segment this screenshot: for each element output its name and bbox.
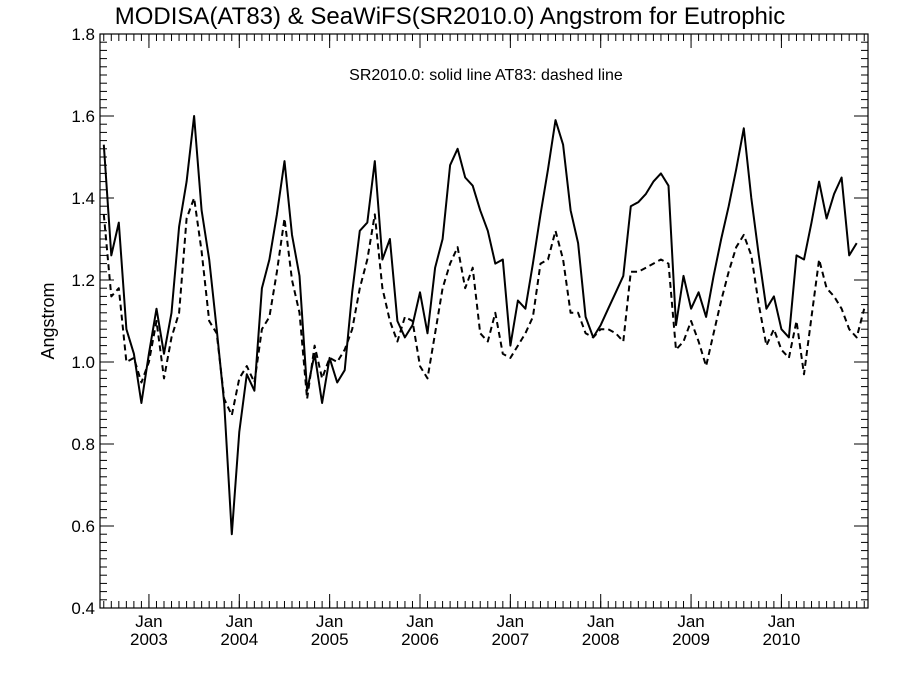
x-tick-month-label: Jan xyxy=(497,612,524,631)
x-tick-year-label: 2003 xyxy=(130,630,168,649)
series-layer xyxy=(102,115,866,536)
y-axis: 0.4 0.6 0.8 1.0 1.2 1.4 1.6 1.8 xyxy=(71,25,868,618)
x-tick-month-label: Jan xyxy=(135,612,162,631)
y-tick-label: 1.6 xyxy=(71,107,95,126)
x-tick-month-label: Jan xyxy=(316,612,343,631)
series-line-at83 xyxy=(102,197,866,417)
x-tick-year-label: 2006 xyxy=(401,630,439,649)
x-tick-year-label: 2005 xyxy=(311,630,349,649)
x-tick-month-label: Jan xyxy=(406,612,433,631)
y-tick-label: 1.4 xyxy=(71,189,95,208)
x-tick-month-label: Jan xyxy=(768,612,795,631)
y-tick-label: 1.0 xyxy=(71,353,95,372)
x-tick-year-label: 2010 xyxy=(762,630,800,649)
y-tick-label: 0.4 xyxy=(71,599,95,618)
x-tick-year-label: 2008 xyxy=(582,630,620,649)
x-axis: Jan2003Jan2004Jan2005Jan2006Jan2007Jan20… xyxy=(103,34,865,649)
x-tick-year-label: 2009 xyxy=(672,630,710,649)
y-tick-label: 1.2 xyxy=(71,271,95,290)
x-tick-year-label: 2004 xyxy=(220,630,258,649)
x-tick-month-label: Jan xyxy=(587,612,614,631)
y-axis-label: Angstrom xyxy=(38,282,58,359)
y-tick-label: 1.8 xyxy=(71,25,95,44)
x-tick-month-label: Jan xyxy=(226,612,253,631)
x-tick-year-label: 2007 xyxy=(491,630,529,649)
series-line-sr2010-0 xyxy=(102,115,858,536)
x-tick-month-label: Jan xyxy=(677,612,704,631)
chart-title: MODISA(AT83) & SeaWiFS(SR2010.0) Angstro… xyxy=(114,3,786,30)
y-tick-label: 0.8 xyxy=(71,435,95,454)
y-tick-label: 0.6 xyxy=(71,517,95,536)
chart-annotation: SR2010.0: solid line AT83: dashed line xyxy=(349,67,623,84)
